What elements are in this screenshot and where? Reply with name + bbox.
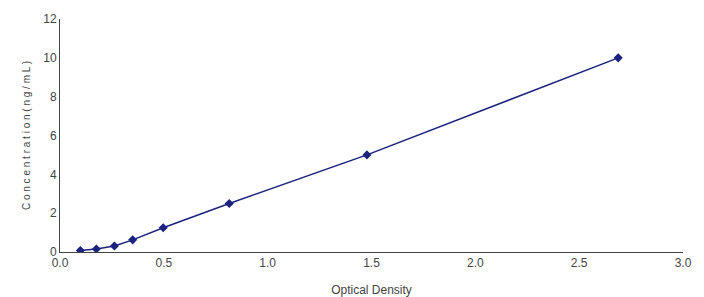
svg-text:Optical Density: Optical Density [331,283,412,297]
svg-text:4: 4 [50,168,57,182]
svg-text:12: 12 [43,12,57,26]
svg-text:0.0: 0.0 [52,256,69,270]
svg-text:0.5: 0.5 [155,256,172,270]
svg-text:1.0: 1.0 [259,256,276,270]
svg-text:2: 2 [50,206,57,220]
svg-text:1.5: 1.5 [363,256,380,270]
svg-text:6: 6 [50,129,57,143]
svg-text:C o n c e n t r a t i o n ( n: C o n c e n t r a t i o n ( n g / m L ) [21,61,32,210]
svg-text:10: 10 [43,51,57,65]
svg-text:8: 8 [50,90,57,104]
svg-text:3.0: 3.0 [675,256,692,270]
svg-text:2.5: 2.5 [571,256,588,270]
svg-text:2.0: 2.0 [467,256,484,270]
svg-text:0: 0 [50,245,57,259]
